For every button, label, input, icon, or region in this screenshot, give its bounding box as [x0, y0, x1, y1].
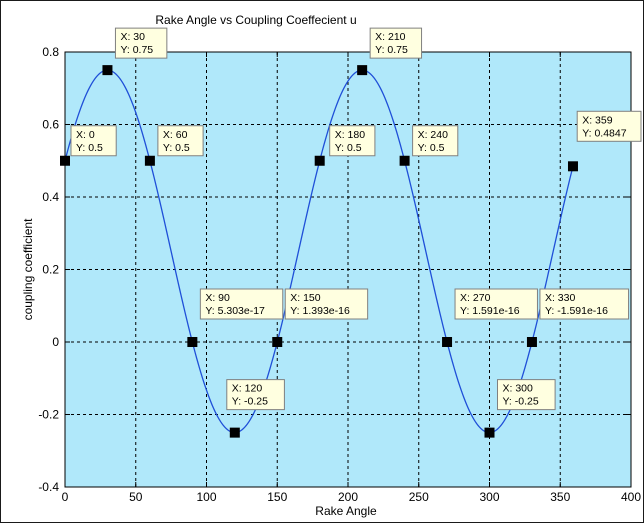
datatip-x-label: X: 270	[460, 292, 491, 304]
x-tick-label: 350	[550, 490, 570, 504]
datatip-marker[interactable]	[357, 65, 368, 76]
datatip-y-label: Y: 1.393e-16	[290, 305, 350, 317]
datatip-y-label: Y: 5.303e-17	[205, 305, 265, 317]
datatip-y-label: Y: -1.591e-16	[545, 305, 608, 317]
datatip-box[interactable]	[157, 125, 204, 157]
datatip-y-label: Y: 0.75	[375, 44, 408, 56]
datatip-box[interactable]	[284, 288, 369, 320]
datatip-box[interactable]	[412, 125, 459, 157]
x-tick-label: 0	[62, 490, 69, 504]
datatip-box[interactable]	[454, 288, 538, 320]
datatip-marker[interactable]	[567, 161, 578, 172]
datatip-y-label: Y: 0.5	[76, 142, 103, 154]
datatip-box[interactable]	[114, 27, 168, 59]
datatip-box[interactable]	[226, 379, 285, 411]
datatip-y-label: Y: 0.5	[163, 142, 190, 154]
y-tick-label: -0.4	[38, 480, 59, 494]
x-tick-label: 400	[621, 490, 641, 504]
datatip-x-label: X: 30	[120, 31, 145, 43]
datatip-marker[interactable]	[484, 427, 495, 438]
datatip-box[interactable]	[70, 125, 117, 157]
x-tick-label: 100	[196, 490, 216, 504]
datatip-x-label: X: 330	[545, 292, 576, 304]
datatip-marker[interactable]	[102, 65, 113, 76]
datatip-y-label: Y: 0.4847	[582, 127, 627, 139]
datatip-x-label: X: 0	[76, 129, 95, 141]
datatip-x-label: X: 150	[290, 292, 321, 304]
y-tick-label: 0.6	[42, 118, 59, 132]
datatip-marker[interactable]	[144, 155, 155, 166]
x-axis-label: Rake Angle	[315, 504, 377, 518]
datatip-marker[interactable]	[272, 337, 283, 347]
datatip-marker[interactable]	[187, 337, 198, 347]
datatip-box[interactable]	[199, 288, 284, 320]
datatip-marker[interactable]	[60, 155, 70, 166]
datatip-box[interactable]	[576, 110, 642, 142]
datatip-x-label: X: 180	[335, 129, 366, 141]
y-tick-label: -0.2	[38, 408, 59, 422]
x-tick-label: 200	[338, 490, 358, 504]
datatip-x-label: X: 359	[582, 114, 613, 126]
datatip-marker[interactable]	[442, 337, 453, 347]
datatip-x-label: X: 90	[205, 292, 230, 304]
y-tick-label: 0.4	[42, 190, 59, 204]
y-tick-label: 0.8	[42, 45, 59, 59]
datatip-box[interactable]	[539, 288, 630, 320]
datatip-marker[interactable]	[314, 155, 325, 166]
datatip-y-label: Y: -0.25	[503, 396, 539, 408]
datatip-y-label: Y: 1.591e-16	[460, 305, 520, 317]
datatip-box[interactable]	[369, 27, 423, 59]
y-axis-label: coupling coefficient	[21, 218, 35, 321]
datatip-y-label: Y: 0.5	[335, 142, 362, 154]
x-tick-label: 300	[479, 490, 499, 504]
datatip-marker[interactable]	[399, 155, 410, 166]
datatip-x-label: X: 120	[232, 383, 263, 395]
datatip-x-label: X: 60	[163, 129, 188, 141]
datatip-y-label: Y: 0.75	[120, 44, 153, 56]
chart-title: Rake Angle vs Coupling Coeffecient u	[155, 13, 356, 27]
x-tick-label: 250	[409, 490, 429, 504]
datatip-marker[interactable]	[229, 427, 240, 438]
y-tick-label: 0	[52, 335, 59, 349]
x-tick-label: 50	[129, 490, 143, 504]
datatip-x-label: X: 300	[503, 383, 534, 395]
datatip-y-label: Y: 0.5	[418, 142, 445, 154]
datatip-box[interactable]	[497, 379, 556, 411]
x-tick-label: 150	[267, 490, 287, 504]
datatip-marker[interactable]	[526, 337, 537, 347]
y-tick-label: 0.2	[42, 263, 59, 277]
datatip-box[interactable]	[329, 125, 376, 157]
datatip-x-label: X: 210	[375, 31, 406, 43]
datatip-y-label: Y: -0.25	[232, 396, 268, 408]
datatip-x-label: X: 240	[418, 129, 449, 141]
